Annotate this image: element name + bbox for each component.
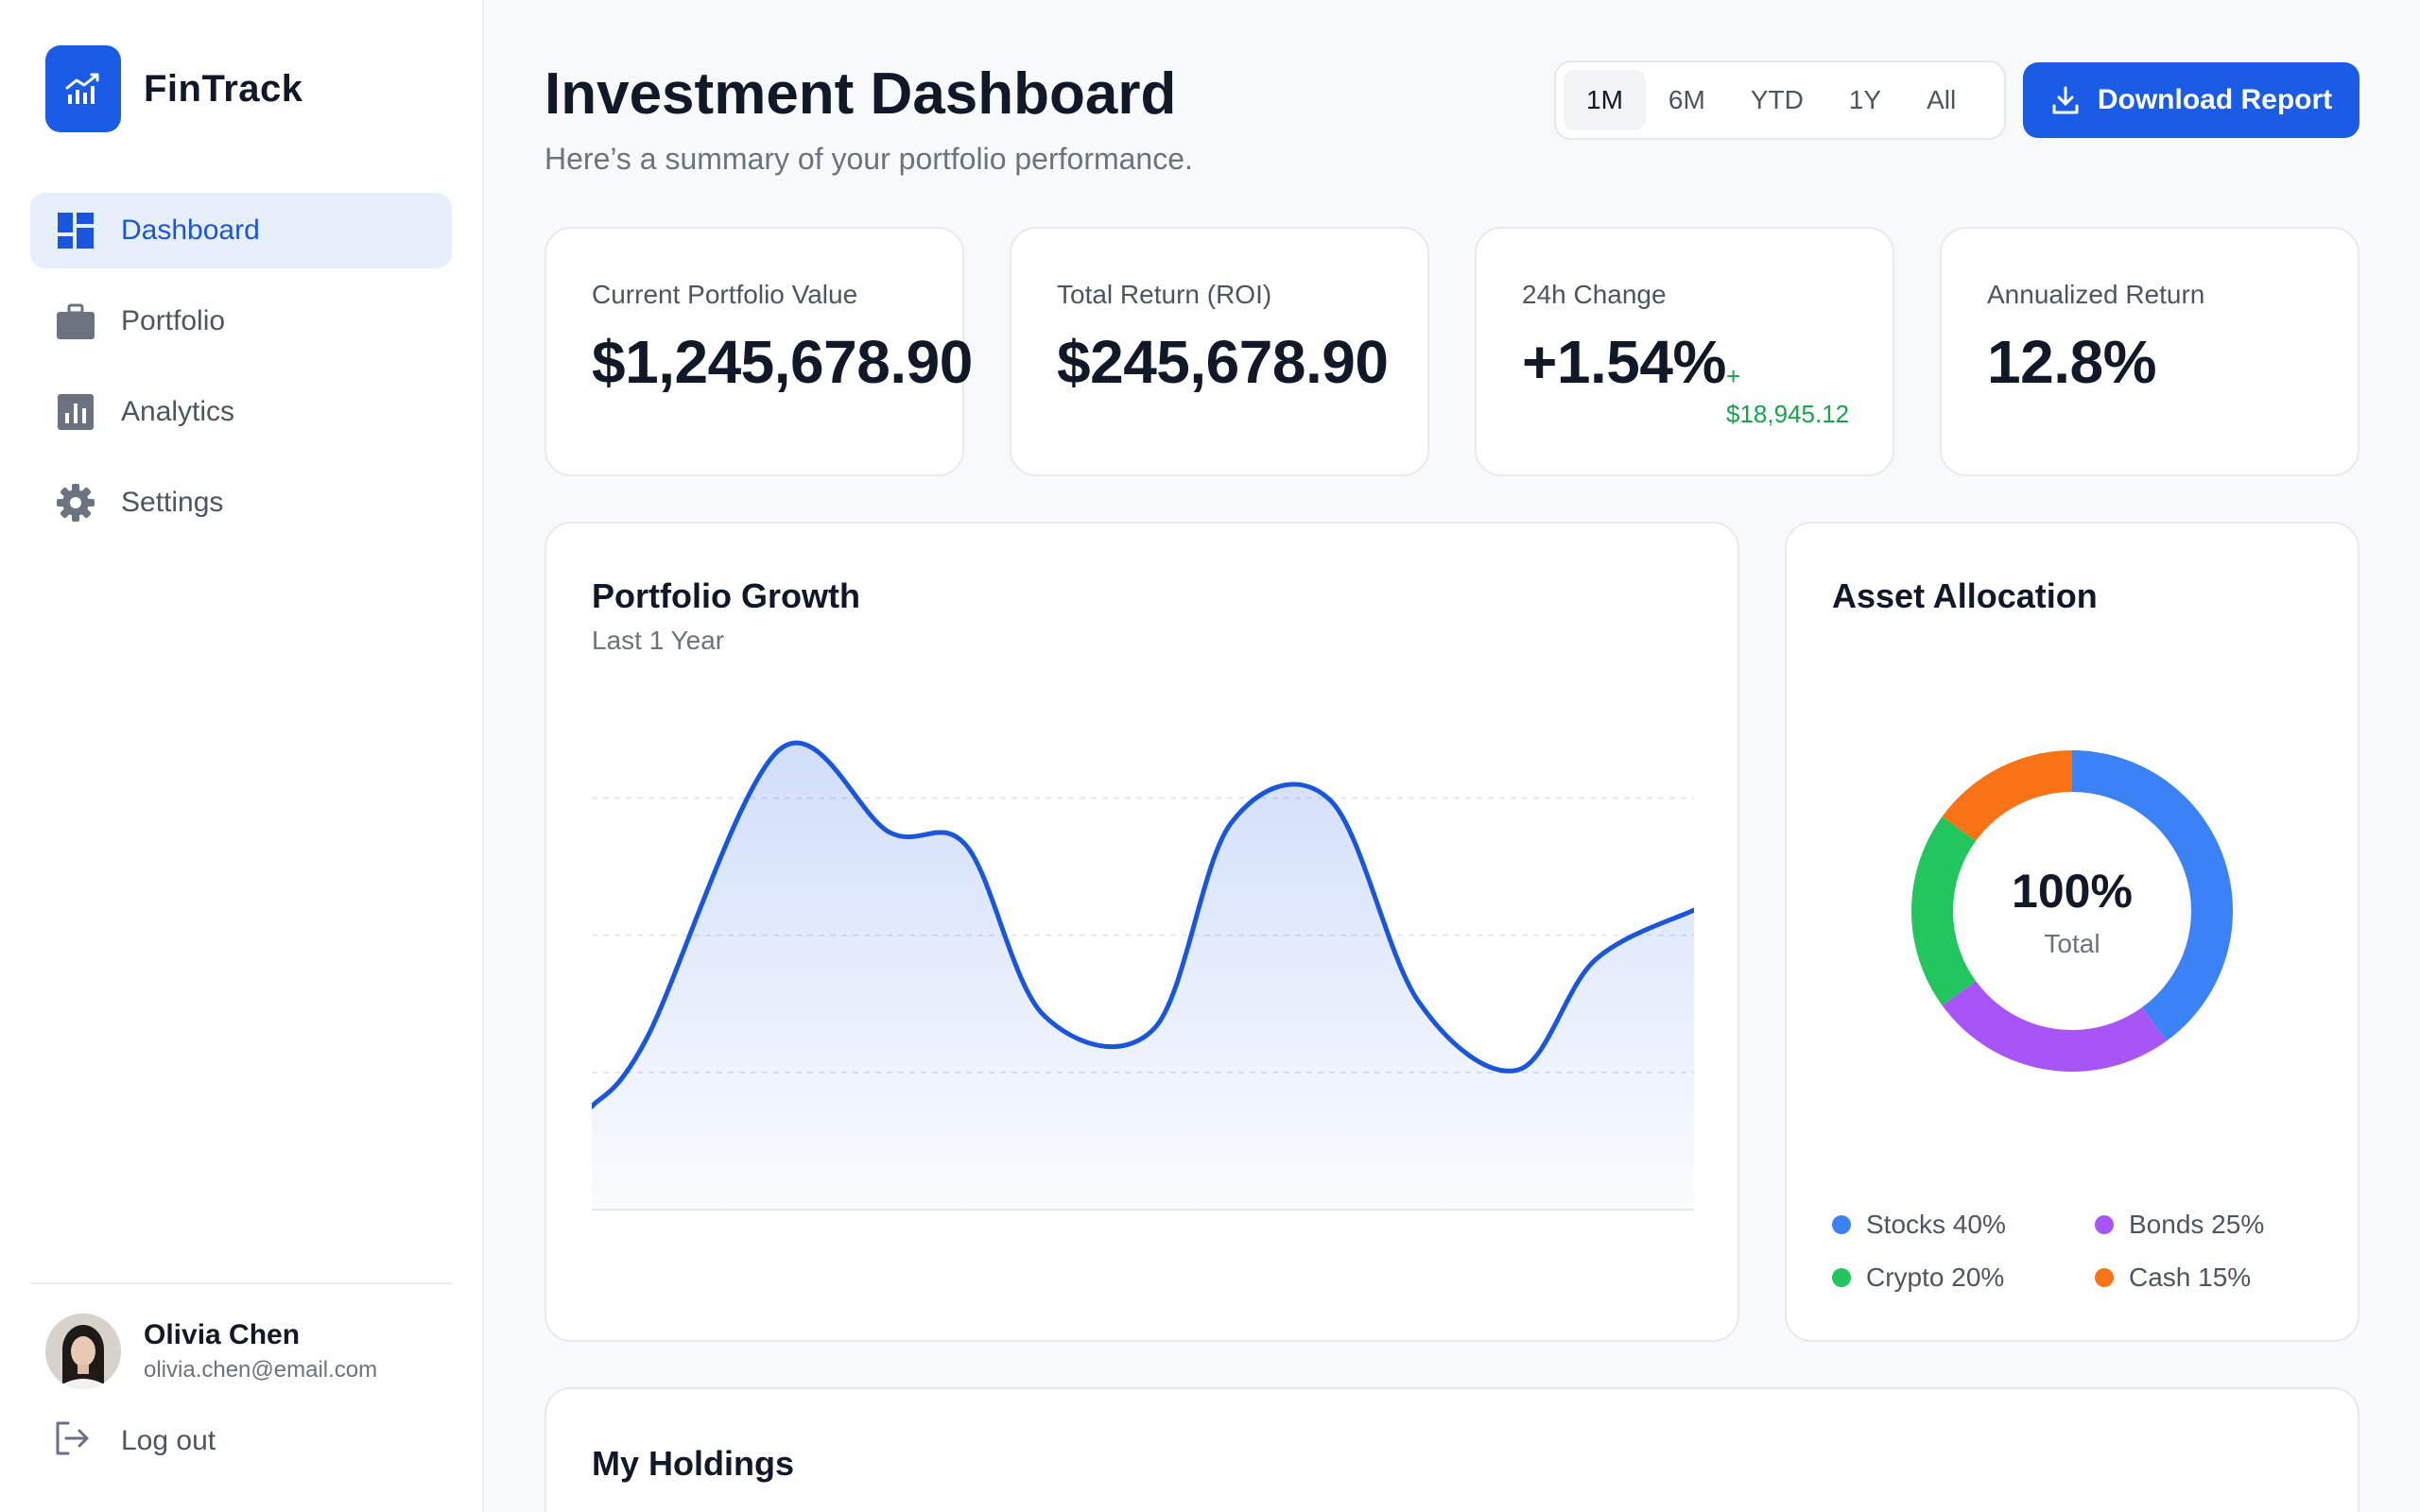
range-1m-button[interactable]: 1M bbox=[1564, 70, 1646, 130]
legend-item-stocks: Stocks 40% bbox=[1832, 1210, 2006, 1240]
stat-label: Current Portfolio Value bbox=[592, 280, 858, 309]
legend-dot bbox=[1832, 1268, 1851, 1287]
page-subtitle: Here’s a summary of your portfolio perfo… bbox=[544, 142, 1193, 176]
sidebar-item-label: Analytics bbox=[121, 396, 235, 427]
avatar bbox=[45, 1314, 121, 1389]
delta-sign: + bbox=[1726, 362, 1741, 390]
legend-item-crypto: Crypto 20% bbox=[1832, 1263, 2004, 1293]
fintrack-logo-icon bbox=[45, 45, 121, 132]
growth-title: Portfolio Growth bbox=[592, 576, 860, 615]
legend-item-bonds: Bonds 25% bbox=[2095, 1210, 2264, 1240]
portfolio-growth-card: Portfolio Growth Last 1 Year bbox=[544, 522, 1739, 1342]
logout-icon bbox=[53, 1419, 91, 1462]
holdings-title: My Holdings bbox=[592, 1444, 794, 1483]
legend-label: Bonds 25% bbox=[2129, 1210, 2265, 1239]
change-delta: + $18,945.12 bbox=[1726, 357, 1849, 433]
asset-allocation-card: Asset Allocation 100% Total Stocks 40% B… bbox=[1785, 522, 2360, 1342]
user-profile[interactable]: Olivia Chen olivia.chen@email.com bbox=[45, 1314, 377, 1389]
range-1y-button[interactable]: 1Y bbox=[1848, 85, 1882, 114]
sidebar-item-dashboard[interactable]: Dashboard bbox=[30, 193, 452, 268]
donut-slice-stocks[interactable] bbox=[2072, 750, 2233, 1041]
stat-card-24h-change: 24h Change +1.54% + $18,945.12 bbox=[1475, 227, 1894, 476]
legend-label: Crypto 20% bbox=[1866, 1263, 2005, 1292]
sidebar-divider bbox=[30, 1282, 452, 1284]
sidebar-item-label: Portfolio bbox=[121, 305, 226, 336]
stat-label: Annualized Return bbox=[1987, 280, 2205, 309]
asset-allocation-donut: 100% Total bbox=[1911, 750, 2233, 1072]
stat-card-annualized-return: Annualized Return 12.8% bbox=[1940, 227, 2360, 476]
stat-value: +1.54% bbox=[1522, 328, 1726, 396]
stat-value: $1,245,678.90 bbox=[592, 328, 973, 396]
stat-label: 24h Change bbox=[1522, 280, 1667, 309]
sidebar-item-portfolio[interactable]: Portfolio bbox=[30, 284, 452, 359]
time-range-selector: 1M 6M YTD 1Y All bbox=[1554, 60, 2006, 140]
stat-card-total-return: Total Return (ROI) $245,678.90 bbox=[1010, 227, 1429, 476]
growth-line bbox=[592, 740, 1694, 1109]
growth-area bbox=[592, 743, 1694, 1210]
download-icon bbox=[2050, 85, 2081, 115]
stat-value: $245,678.90 bbox=[1057, 328, 1389, 396]
donut-center-label: Total bbox=[2044, 929, 2100, 958]
analytics-icon bbox=[57, 393, 95, 431]
sidebar-item-settings[interactable]: Settings bbox=[30, 465, 452, 541]
logout-label: Log out bbox=[121, 1424, 216, 1456]
sidebar: FinTrack Dashboard Portfolio bbox=[0, 0, 484, 1512]
download-report-button[interactable]: Download Report bbox=[2023, 62, 2360, 138]
stat-value: 12.8% bbox=[1987, 328, 2156, 396]
range-6m-button[interactable]: 6M bbox=[1668, 85, 1705, 114]
legend-dot bbox=[2095, 1268, 2114, 1287]
sidebar-nav: Dashboard Portfolio Analytics bbox=[30, 193, 452, 556]
portfolio-growth-chart bbox=[592, 740, 1694, 1211]
brand[interactable]: FinTrack bbox=[45, 45, 303, 132]
legend-label: Stocks 40% bbox=[1866, 1210, 2006, 1239]
legend-dot bbox=[2095, 1215, 2114, 1234]
donut-center-value: 100% bbox=[2012, 865, 2133, 918]
download-report-label: Download Report bbox=[2097, 84, 2333, 115]
user-name: Olivia Chen bbox=[144, 1319, 301, 1350]
sidebar-item-label: Settings bbox=[121, 487, 224, 518]
page-title: Investment Dashboard bbox=[544, 61, 1177, 127]
legend-item-cash: Cash 15% bbox=[2095, 1263, 2251, 1293]
range-ytd-button[interactable]: YTD bbox=[1750, 85, 1804, 114]
legend-label: Cash 15% bbox=[2129, 1263, 2252, 1292]
logout-button[interactable]: Log out bbox=[53, 1419, 216, 1462]
delta-amount: $18,945.12 bbox=[1726, 400, 1850, 428]
donut-slice-crypto[interactable] bbox=[1911, 816, 1977, 1005]
donut-slice-cash[interactable] bbox=[1942, 750, 2072, 841]
holdings-card: My Holdings bbox=[544, 1387, 2360, 1512]
dashboard-icon bbox=[57, 212, 95, 249]
stat-card-portfolio-value: Current Portfolio Value $1,245,678.90 bbox=[544, 227, 973, 476]
app-name: FinTrack bbox=[144, 67, 303, 110]
gear-icon bbox=[57, 484, 95, 522]
sidebar-item-label: Dashboard bbox=[121, 215, 260, 246]
allocation-title: Asset Allocation bbox=[1832, 576, 2098, 615]
sidebar-item-analytics[interactable]: Analytics bbox=[30, 374, 452, 450]
legend-dot bbox=[1832, 1215, 1851, 1234]
briefcase-icon bbox=[57, 302, 95, 340]
range-all-button[interactable]: All bbox=[1927, 85, 1957, 114]
donut-slice-bonds[interactable] bbox=[1942, 981, 2167, 1072]
user-email: olivia.chen@email.com bbox=[144, 1357, 378, 1383]
growth-subtitle: Last 1 Year bbox=[592, 626, 725, 655]
stat-label: Total Return (ROI) bbox=[1057, 280, 1272, 309]
